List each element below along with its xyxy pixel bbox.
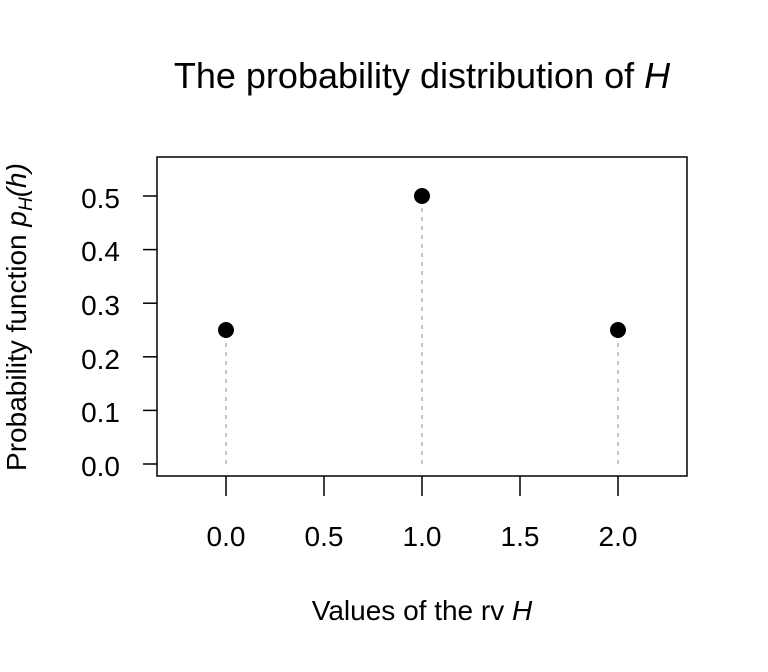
chart-title: The probability distribution of H [174, 55, 671, 96]
y-tick-label: 0.1 [81, 397, 120, 428]
x-tick-label: 2.0 [599, 521, 638, 552]
x-axis-label: Values of the rv H [312, 595, 533, 626]
x-tick-labels: 0.0 0.5 1.0 1.5 2.0 [207, 521, 638, 552]
x-tick-label: 0.0 [207, 521, 246, 552]
y-tick-label: 0.2 [81, 344, 120, 375]
data-point [414, 188, 430, 204]
y-axis-label: Probability function pH(h) [1, 163, 37, 471]
x-axis [225, 476, 619, 496]
y-tick-label: 0.4 [81, 236, 120, 267]
data-points [218, 188, 626, 338]
y-tick-label: 0.5 [81, 183, 120, 214]
data-point [610, 322, 626, 338]
x-tick-label: 0.5 [305, 521, 344, 552]
data-point [218, 322, 234, 338]
stems [225, 196, 619, 464]
y-axis [143, 195, 157, 465]
y-tick-label: 0.0 [81, 451, 120, 482]
x-tick-label: 1.0 [403, 521, 442, 552]
y-tick-label: 0.3 [81, 290, 120, 321]
x-tick-label: 1.5 [501, 521, 540, 552]
y-tick-labels: 0.0 0.1 0.2 0.3 0.4 0.5 [81, 183, 120, 482]
